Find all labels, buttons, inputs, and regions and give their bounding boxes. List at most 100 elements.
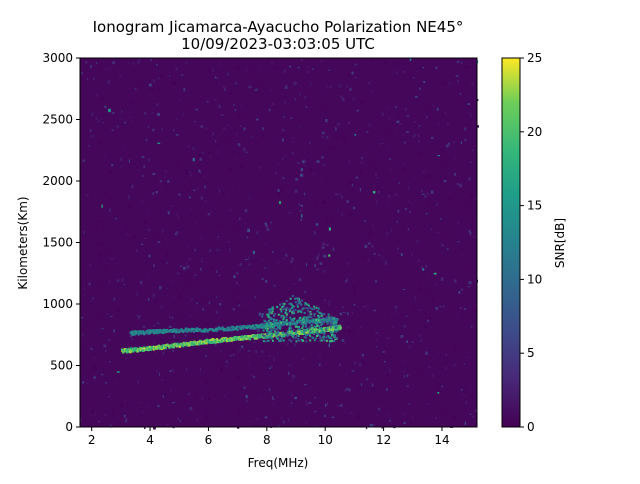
noise-pixel (323, 200, 326, 205)
noise-pixel (346, 200, 349, 203)
noise-pixel (426, 174, 429, 178)
noise-pixel (93, 77, 95, 81)
noise-pixel (215, 150, 219, 154)
noise-pixel (129, 107, 132, 110)
noise-pixel (391, 296, 394, 299)
noise-pixel (472, 415, 474, 418)
noise-pixel (154, 134, 157, 136)
spread-echo-pixel (273, 320, 276, 323)
noise-pixel (152, 79, 156, 83)
echo-trace-pixel (234, 328, 237, 331)
echo-trace-pixel (148, 329, 151, 332)
spread-echo-pixel (313, 321, 316, 324)
noise-pixel (365, 153, 368, 156)
noise-pixel (249, 86, 252, 88)
noise-pixel (305, 150, 309, 154)
noise-pixel (437, 122, 439, 125)
noise-pixel (216, 248, 219, 252)
noise-pixel (367, 234, 370, 238)
spread-echo-pixel (333, 335, 336, 337)
noise-pixel (143, 338, 146, 342)
spread-echo-pixel (285, 319, 288, 321)
noise-pixel (278, 425, 281, 428)
noise-pixel (460, 372, 462, 375)
noise-pixel (439, 305, 443, 308)
x-tick-label: 2 (88, 433, 96, 447)
noise-pixel (149, 322, 151, 324)
noise-pixel (395, 129, 398, 132)
noise-pixel (81, 341, 85, 345)
noise-pixel (176, 212, 178, 214)
noise-pixel (437, 155, 440, 157)
noise-pixel (401, 412, 405, 415)
echo-trace-pixel (241, 336, 244, 339)
noise-pixel (383, 404, 386, 409)
spread-echo-pixel (313, 305, 316, 308)
echo-trace-pixel (142, 349, 145, 352)
noise-pixel (218, 249, 220, 253)
echo-trace-pixel (278, 322, 281, 325)
noise-pixel (85, 61, 88, 64)
colorbar-tick-label: 5 (527, 346, 535, 360)
noise-pixel (303, 164, 306, 167)
noise-pixel (406, 88, 409, 91)
spread-echo-pixel (334, 326, 337, 329)
noise-pixel (256, 418, 258, 420)
noise-pixel (224, 71, 226, 76)
echo-trace-pixel (176, 328, 179, 331)
spread-echo-pixel (307, 316, 310, 319)
noise-pixel (458, 290, 461, 294)
noise-pixel (318, 305, 320, 309)
spread-echo-pixel (303, 328, 306, 331)
noise-pixel (124, 290, 127, 294)
echo-trace-pixel (275, 322, 278, 325)
noise-pixel (243, 303, 246, 306)
noise-pixel (240, 104, 243, 108)
noise-pixel (444, 159, 446, 164)
spread-echo-pixel (283, 302, 286, 305)
noise-pixel (264, 360, 268, 362)
noise-pixel (283, 116, 285, 118)
noise-pixel (300, 168, 303, 172)
noise-pixel (351, 312, 354, 314)
noise-pixel (308, 402, 312, 404)
echo-trace-pixel (254, 334, 257, 337)
spread-echo-pixel (329, 330, 332, 333)
echo-trace-pixel (136, 332, 139, 335)
noise-pixel (277, 418, 279, 422)
noise-pixel (471, 82, 474, 86)
noise-pixel (217, 223, 220, 227)
noise-pixel (97, 120, 100, 123)
noise-pixel (109, 184, 111, 186)
spread-echo-pixel (298, 339, 300, 342)
noise-pixel (98, 316, 100, 318)
noise-pixel (456, 80, 459, 82)
noise-pixel (389, 368, 391, 372)
noise-pixel (166, 423, 169, 426)
noise-pixel (141, 410, 144, 413)
echo-trace-pixel (155, 345, 158, 349)
noise-pixel (269, 273, 271, 276)
noise-pixel (427, 319, 430, 322)
echo-trace-pixel (222, 327, 225, 330)
noise-pixel (400, 253, 403, 256)
noise-pixel (156, 103, 159, 106)
spread-echo-pixel (327, 316, 330, 319)
noise-pixel (89, 265, 92, 268)
spread-echo-pixel (323, 339, 326, 342)
noise-pixel (341, 306, 345, 308)
noise-pixel (100, 114, 104, 116)
noise-pixel (169, 181, 172, 183)
echo-trace-pixel (300, 332, 303, 335)
spread-echo-pixel (291, 304, 294, 307)
echo-trace-pixel (153, 332, 156, 335)
spread-echo-pixel (320, 312, 323, 315)
x-tick-label: 12 (376, 433, 391, 447)
echo-trace-pixel (279, 334, 282, 337)
noise-pixel (150, 58, 152, 62)
spread-echo-pixel (265, 333, 268, 336)
noise-pixel (375, 200, 378, 203)
noise-pixel (98, 66, 101, 68)
noise-pixel (275, 135, 277, 139)
